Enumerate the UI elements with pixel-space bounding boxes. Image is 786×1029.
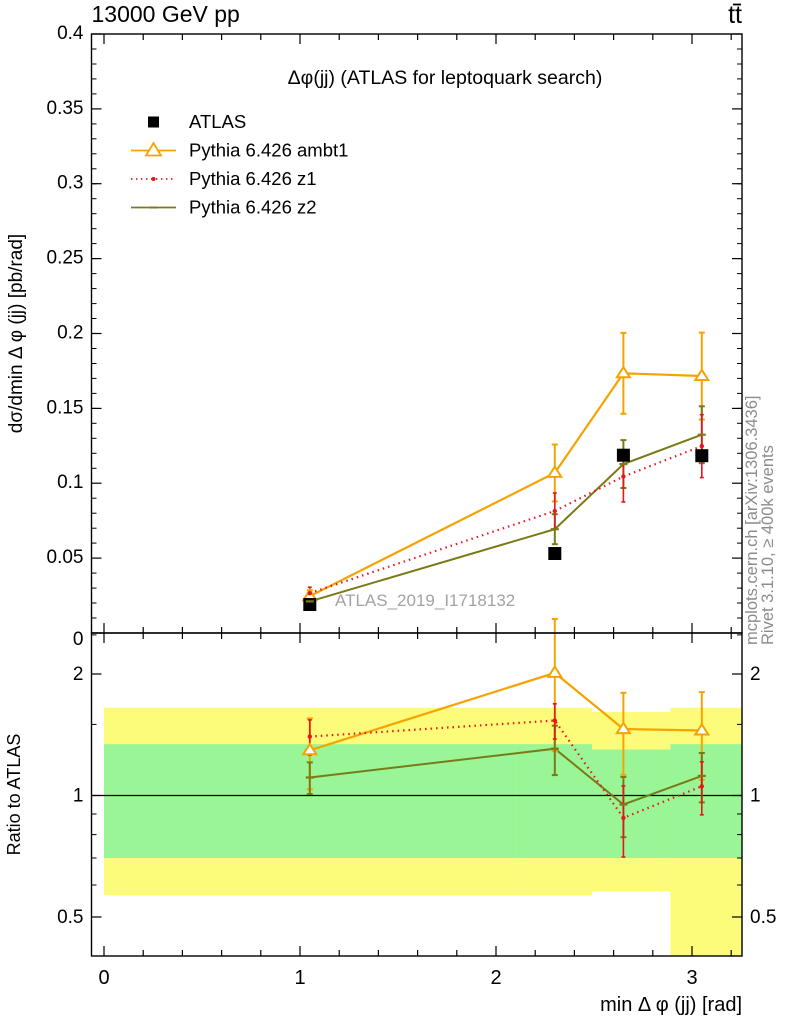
svg-text:min Δ φ (jj) [rad]: min Δ φ (jj) [rad]: [600, 994, 742, 1016]
svg-text:0.1: 0.1: [57, 472, 83, 493]
svg-text:1: 1: [294, 967, 305, 989]
svg-text:0.15: 0.15: [47, 397, 84, 418]
svg-text:1: 1: [73, 786, 84, 807]
svg-text:2: 2: [750, 664, 761, 685]
svg-text:ATLAS: ATLAS: [189, 111, 246, 132]
svg-text:0.5: 0.5: [57, 907, 83, 928]
svg-text:2: 2: [490, 967, 501, 989]
svg-text:Ratio to ATLAS: Ratio to ATLAS: [4, 734, 24, 856]
svg-text:ATLAS_2019_I1718132: ATLAS_2019_I1718132: [335, 591, 515, 610]
svg-text:0.2: 0.2: [57, 323, 83, 344]
svg-text:3: 3: [686, 967, 697, 989]
svg-text:0.05: 0.05: [47, 547, 84, 568]
svg-text:13000 GeV pp: 13000 GeV pp: [92, 1, 240, 27]
svg-text:0.5: 0.5: [750, 907, 776, 928]
svg-text:1: 1: [750, 786, 761, 807]
svg-text:0.25: 0.25: [47, 248, 84, 269]
svg-text:dσ/dmin Δ φ (jj) [pb/rad]: dσ/dmin Δ φ (jj) [pb/rad]: [6, 234, 27, 433]
svg-text:Pythia 6.426 z2: Pythia 6.426 z2: [189, 197, 317, 218]
svg-text:0: 0: [73, 629, 84, 650]
svg-text:0.35: 0.35: [47, 98, 84, 119]
svg-text:Rivet 3.1.10, ≥ 400k events: Rivet 3.1.10, ≥ 400k events: [759, 445, 777, 645]
svg-text:0.3: 0.3: [57, 173, 83, 194]
svg-text:0: 0: [98, 967, 109, 989]
svg-text:Δφ(jj) (ATLAS for leptoquark s: Δφ(jj) (ATLAS for leptoquark search): [288, 67, 603, 89]
svg-text:0.4: 0.4: [57, 23, 84, 44]
svg-text:2: 2: [73, 664, 84, 685]
svg-text:Pythia 6.426 z1: Pythia 6.426 z1: [189, 168, 317, 189]
svg-text:Pythia 6.426 ambt1: Pythia 6.426 ambt1: [189, 140, 348, 161]
